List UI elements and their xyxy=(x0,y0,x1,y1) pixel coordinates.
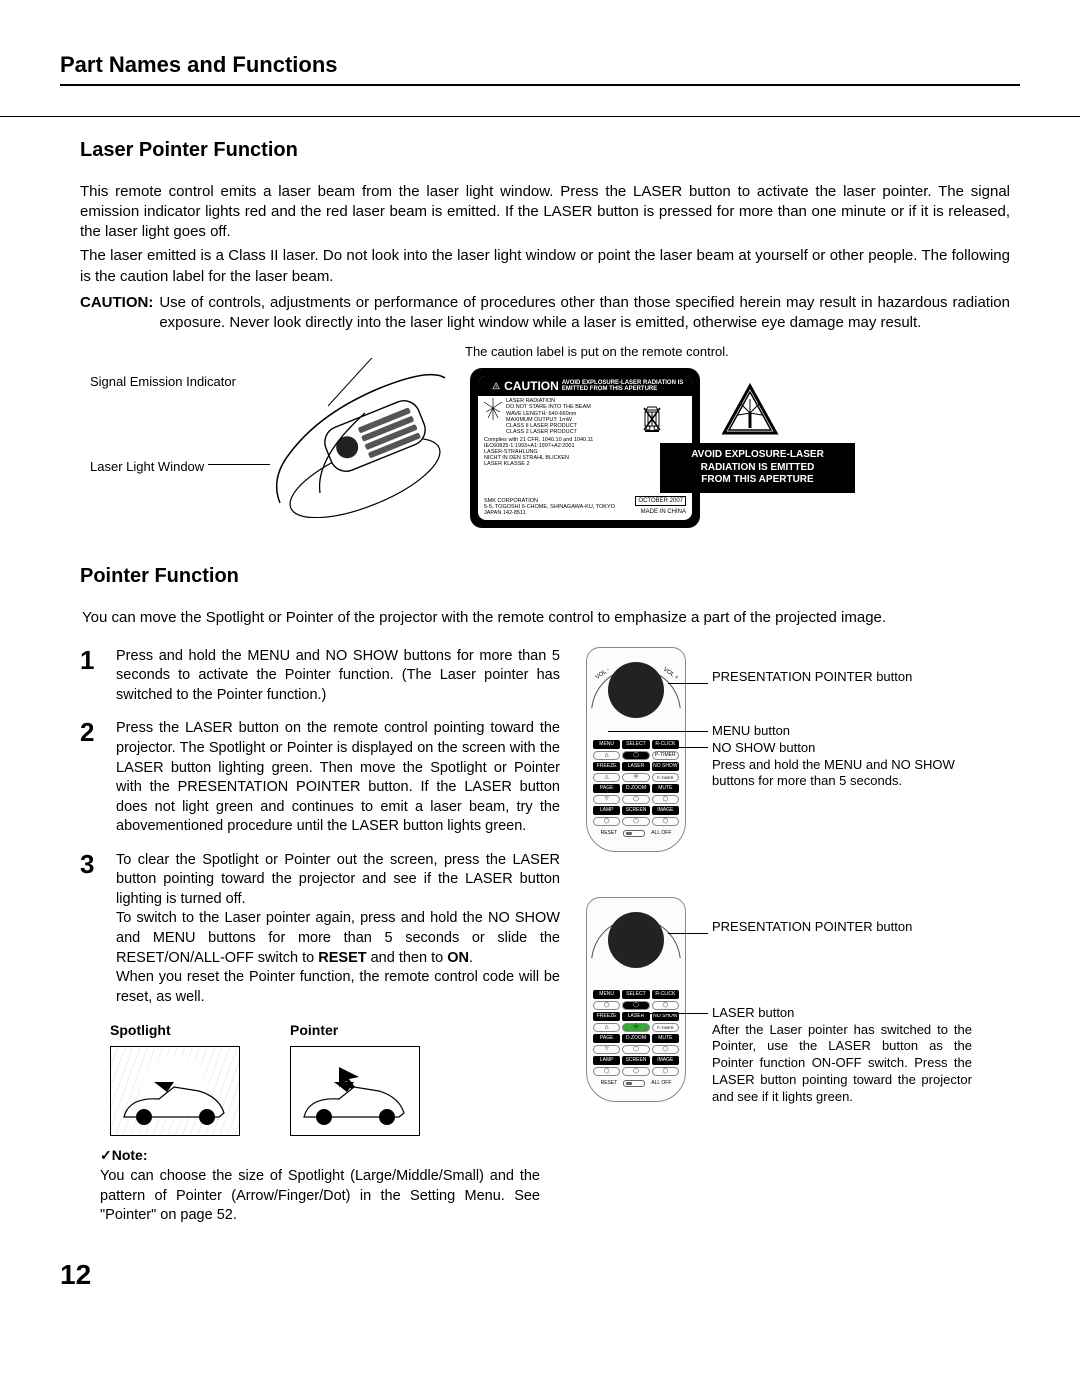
laser-light-window-label: Laser Light Window xyxy=(90,458,204,476)
caution-text: Use of controls, adjustments or performa… xyxy=(159,293,1010,334)
spotlight-example xyxy=(110,1046,240,1136)
example-images-row: Spotlight Pointer xyxy=(110,1021,560,1136)
avoid-bubble: AVOID EXPLOSURE-LASER RADIATION IS EMITT… xyxy=(559,379,692,393)
remote-illustration xyxy=(270,353,450,523)
spotlight-title: Spotlight xyxy=(110,1021,240,1040)
step-text: To clear the Spotlight or Pointer out th… xyxy=(116,851,560,1008)
step-text: Press the LASER button on the remote con… xyxy=(116,719,560,836)
step-num: 3 xyxy=(80,851,116,1008)
laser-burst-icon xyxy=(484,398,502,424)
caution-label: CAUTION: xyxy=(80,293,159,334)
section2-intro: You can move the Spotlight or Pointer of… xyxy=(82,608,1010,628)
pointer-example xyxy=(290,1046,420,1136)
step-2: 2 Press the LASER button on the remote c… xyxy=(80,719,560,836)
note-body: You can choose the size of Spotlight (La… xyxy=(100,1167,540,1226)
laser-warning-triangle-icon xyxy=(720,383,780,438)
callout-presentation-pointer-2: PRESENTATION POINTER button xyxy=(712,919,912,936)
note-heading: ✓Note: xyxy=(100,1146,540,1165)
label-tiny-corp: SMK CORPORATION 5-5, TOGOSHI 6-CHOME, SH… xyxy=(484,498,615,516)
callout-laser: LASER button After the Laser pointer has… xyxy=(712,1005,972,1106)
pointer-arrow-icon xyxy=(337,1065,363,1091)
avoid-l3: FROM THIS APERTURE xyxy=(664,474,851,487)
avoid-l1: AVOID EXPLOSURE-LASER xyxy=(664,449,851,462)
warning-triangle-icon: ! xyxy=(492,379,500,393)
rule-top xyxy=(0,116,1080,117)
avoid-l2: RADIATION IS EMITTED xyxy=(664,462,851,475)
caution-placement-text: The caution label is put on the remote c… xyxy=(465,343,729,361)
step-num: 2 xyxy=(80,719,116,836)
leader-line xyxy=(208,464,270,465)
step-1: 1 Press and hold the MENU and NO SHOW bu… xyxy=(80,647,560,706)
callout-presentation-pointer: PRESENTATION POINTER button xyxy=(712,669,912,686)
page-number: 12 xyxy=(60,1256,1020,1294)
section1-para1: This remote control emits a laser beam f… xyxy=(80,182,1010,243)
step-3: 3 To clear the Spotlight or Pointer out … xyxy=(80,851,560,1008)
pointer-title: Pointer xyxy=(290,1021,420,1040)
remote-callout-column: VOL - VOL + MENUSELECTR-CLICK △◯P-TIMER … xyxy=(580,647,1010,1226)
label-made-in: MADE IN CHINA xyxy=(641,508,686,516)
steps-column: 1 Press and hold the MENU and NO SHOW bu… xyxy=(80,647,560,1226)
callout-noshow: NO SHOW button Press and hold the MENU a… xyxy=(712,740,962,791)
section2-title: Pointer Function xyxy=(80,563,1010,590)
chapter-title: Part Names and Functions xyxy=(60,50,1020,86)
laser-diagram: Signal Emission Indicator Laser Light Wi… xyxy=(60,343,1020,543)
step-num: 1 xyxy=(80,647,116,706)
note-block: ✓Note: You can choose the size of Spotli… xyxy=(100,1146,540,1226)
label-date: OCTOBER 2007 xyxy=(635,496,686,506)
label-tiny-text-2: Complies with 21 CFR, 1040.10 and 1040.1… xyxy=(484,437,686,467)
avoid-exposure-box: AVOID EXPLOSURE-LASER RADIATION IS EMITT… xyxy=(660,443,855,493)
section1-para2: The laser emitted is a Class II laser. D… xyxy=(80,246,1010,287)
label-tiny-text-1: LASER RADIATION DO NOT STARE INTO THE BE… xyxy=(506,398,591,434)
caution-word: CAUTION xyxy=(504,378,559,394)
signal-emission-label: Signal Emission Indicator xyxy=(90,373,236,391)
callout-menu: MENU button xyxy=(712,723,790,740)
step-text: Press and hold the MENU and NO SHOW butt… xyxy=(116,647,560,706)
racecar-icon xyxy=(119,1077,229,1127)
section1-title: Laser Pointer Function xyxy=(80,137,1010,164)
caution-block: CAUTION: Use of controls, adjustments or… xyxy=(80,293,1010,334)
remote-diagram-1: VOL - VOL + MENUSELECTR-CLICK △◯P-TIMER … xyxy=(580,647,1010,857)
weee-bin-icon xyxy=(642,406,662,432)
remote-diagram-2: MENUSELECTR-CLICK ◯◯◯ FREEZELASERNO SHOW… xyxy=(580,897,1010,1177)
